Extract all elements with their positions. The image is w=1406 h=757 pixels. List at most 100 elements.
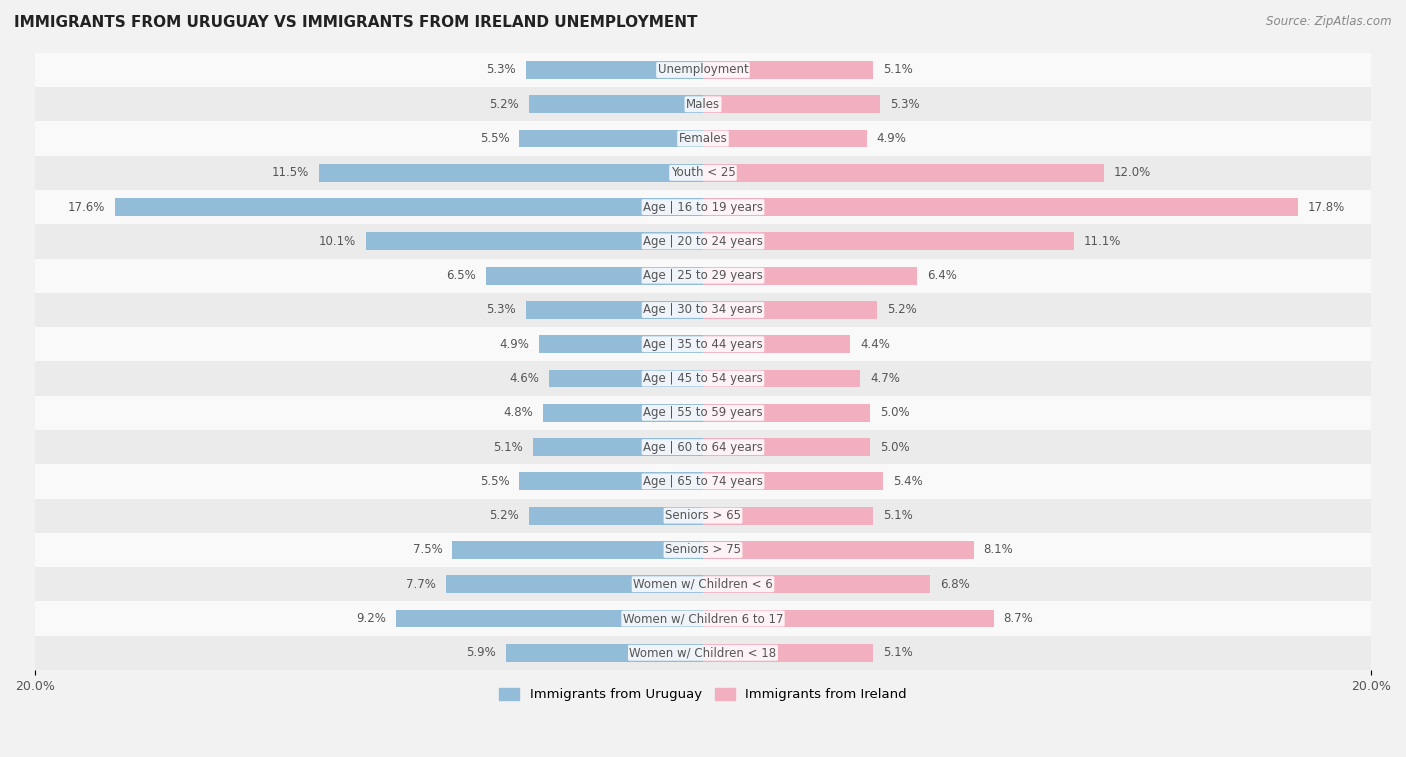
Bar	[703, 266, 917, 285]
Text: 4.9%: 4.9%	[877, 132, 907, 145]
Text: 5.1%: 5.1%	[883, 509, 912, 522]
Text: Females: Females	[679, 132, 727, 145]
Bar	[550, 369, 703, 388]
Text: Age | 20 to 24 years: Age | 20 to 24 years	[643, 235, 763, 248]
Text: 5.3%: 5.3%	[486, 64, 516, 76]
Bar	[366, 232, 703, 251]
Bar	[703, 404, 870, 422]
Text: Women w/ Children 6 to 17: Women w/ Children 6 to 17	[623, 612, 783, 625]
Text: 7.7%: 7.7%	[406, 578, 436, 590]
Text: Age | 65 to 74 years: Age | 65 to 74 years	[643, 475, 763, 488]
Legend: Immigrants from Uruguay, Immigrants from Ireland: Immigrants from Uruguay, Immigrants from…	[494, 683, 912, 706]
Text: 9.2%: 9.2%	[356, 612, 385, 625]
Text: Women w/ Children < 6: Women w/ Children < 6	[633, 578, 773, 590]
Text: 6.4%: 6.4%	[927, 269, 956, 282]
Text: 5.5%: 5.5%	[479, 475, 509, 488]
Text: 12.0%: 12.0%	[1114, 167, 1152, 179]
Text: Seniors > 75: Seniors > 75	[665, 544, 741, 556]
Bar	[526, 61, 703, 79]
Text: 6.8%: 6.8%	[941, 578, 970, 590]
Text: Women w/ Children < 18: Women w/ Children < 18	[630, 646, 776, 659]
Text: 11.1%: 11.1%	[1084, 235, 1121, 248]
Bar	[506, 644, 703, 662]
Bar	[0, 121, 1406, 156]
Text: Seniors > 65: Seniors > 65	[665, 509, 741, 522]
Bar	[0, 361, 1406, 396]
Bar	[0, 396, 1406, 430]
Bar	[703, 61, 873, 79]
Bar	[0, 601, 1406, 636]
Text: 8.7%: 8.7%	[1004, 612, 1033, 625]
Bar	[703, 95, 880, 114]
Text: 5.9%: 5.9%	[467, 646, 496, 659]
Text: Age | 35 to 44 years: Age | 35 to 44 years	[643, 338, 763, 350]
Text: 5.3%: 5.3%	[890, 98, 920, 111]
Bar	[0, 464, 1406, 499]
Bar	[703, 335, 851, 354]
Text: 5.1%: 5.1%	[883, 64, 912, 76]
Text: Age | 25 to 29 years: Age | 25 to 29 years	[643, 269, 763, 282]
Text: 5.2%: 5.2%	[489, 98, 519, 111]
Bar	[519, 472, 703, 491]
Bar	[703, 506, 873, 525]
Text: 17.8%: 17.8%	[1308, 201, 1346, 213]
Text: 11.5%: 11.5%	[271, 167, 309, 179]
Text: 5.3%: 5.3%	[486, 304, 516, 316]
Text: Age | 30 to 34 years: Age | 30 to 34 years	[643, 304, 763, 316]
Text: Youth < 25: Youth < 25	[671, 167, 735, 179]
Bar	[703, 369, 860, 388]
Text: 5.1%: 5.1%	[883, 646, 912, 659]
Bar	[319, 164, 703, 182]
Bar	[703, 472, 883, 491]
Text: Males: Males	[686, 98, 720, 111]
Bar	[453, 541, 703, 559]
Text: Source: ZipAtlas.com: Source: ZipAtlas.com	[1267, 15, 1392, 28]
Text: 4.8%: 4.8%	[503, 407, 533, 419]
Text: Age | 45 to 54 years: Age | 45 to 54 years	[643, 372, 763, 385]
Text: IMMIGRANTS FROM URUGUAY VS IMMIGRANTS FROM IRELAND UNEMPLOYMENT: IMMIGRANTS FROM URUGUAY VS IMMIGRANTS FR…	[14, 15, 697, 30]
Bar	[0, 533, 1406, 567]
Bar	[0, 636, 1406, 670]
Bar	[703, 198, 1298, 216]
Bar	[703, 575, 931, 593]
Bar	[703, 301, 877, 319]
Text: 5.2%: 5.2%	[887, 304, 917, 316]
Bar	[0, 567, 1406, 601]
Bar	[0, 293, 1406, 327]
Bar	[115, 198, 703, 216]
Text: 6.5%: 6.5%	[446, 269, 475, 282]
Bar	[486, 266, 703, 285]
Bar	[703, 232, 1074, 251]
Bar	[529, 506, 703, 525]
Text: Unemployment: Unemployment	[658, 64, 748, 76]
Bar	[703, 164, 1104, 182]
Text: 10.1%: 10.1%	[318, 235, 356, 248]
Bar	[0, 190, 1406, 224]
Text: 8.1%: 8.1%	[984, 544, 1014, 556]
Bar	[703, 609, 994, 628]
Text: 5.5%: 5.5%	[479, 132, 509, 145]
Bar	[526, 301, 703, 319]
Bar	[0, 224, 1406, 259]
Text: 17.6%: 17.6%	[67, 201, 105, 213]
Bar	[0, 430, 1406, 464]
Text: 4.6%: 4.6%	[509, 372, 540, 385]
Bar	[395, 609, 703, 628]
Text: 5.2%: 5.2%	[489, 509, 519, 522]
Bar	[533, 438, 703, 456]
Bar	[446, 575, 703, 593]
Bar	[703, 541, 973, 559]
Text: 5.0%: 5.0%	[880, 441, 910, 453]
Bar	[540, 335, 703, 354]
Text: Age | 60 to 64 years: Age | 60 to 64 years	[643, 441, 763, 453]
Bar	[0, 499, 1406, 533]
Bar	[529, 95, 703, 114]
Text: Age | 55 to 59 years: Age | 55 to 59 years	[643, 407, 763, 419]
Bar	[0, 87, 1406, 121]
Bar	[703, 644, 873, 662]
Text: 4.9%: 4.9%	[499, 338, 529, 350]
Text: 7.5%: 7.5%	[413, 544, 443, 556]
Bar	[0, 259, 1406, 293]
Bar	[543, 404, 703, 422]
Bar	[703, 129, 866, 148]
